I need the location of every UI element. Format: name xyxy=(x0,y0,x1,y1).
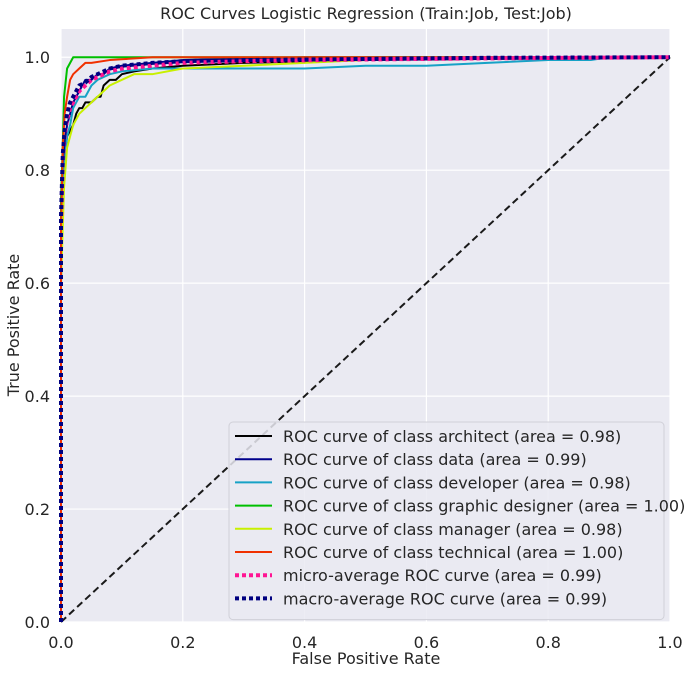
legend-label: ROC curve of class developer (area = 0.9… xyxy=(283,473,631,492)
x-tick-label: 0.6 xyxy=(414,633,439,652)
legend: ROC curve of class architect (area = 0.9… xyxy=(228,421,685,621)
series-line-4 xyxy=(60,56,670,622)
series-line-5 xyxy=(60,56,670,622)
legend-label: ROC curve of class graphic designer (are… xyxy=(283,497,685,516)
series-lines xyxy=(59,55,671,623)
y-tick-label: 0.2 xyxy=(25,500,50,519)
chart-title: ROC Curves Logistic Regression (Train:Jo… xyxy=(160,4,572,23)
y-axis-label: True Positive Rate xyxy=(4,254,23,398)
series-line-1 xyxy=(60,56,670,622)
chance-line xyxy=(60,56,671,623)
legend-label: macro-average ROC curve (area = 0.99) xyxy=(283,589,607,608)
y-tick-label: 0.8 xyxy=(25,161,50,180)
y-tick-label: 0.4 xyxy=(25,387,50,406)
x-tick-label: 0.8 xyxy=(535,633,560,652)
series-line-7 xyxy=(59,55,671,622)
x-axis-label: False Positive Rate xyxy=(292,649,441,668)
y-tick-labels: 0.0 0.2 0.4 0.6 0.8 1.0 xyxy=(25,48,50,632)
x-tick-label: 0.4 xyxy=(292,633,317,652)
x-tick-label: 1.0 xyxy=(657,633,682,652)
legend-label: ROC curve of class data (area = 0.99) xyxy=(283,450,587,469)
legend-box xyxy=(228,421,665,621)
y-tick-label: 0.0 xyxy=(25,613,50,632)
x-tick-labels: 0.0 0.2 0.4 0.6 0.8 1.0 xyxy=(48,633,682,652)
x-tick-label: 0.0 xyxy=(48,633,73,652)
x-tick-label: 0.2 xyxy=(170,633,195,652)
legend-label: ROC curve of class manager (area = 0.98) xyxy=(283,520,623,539)
legend-label: micro-average ROC curve (area = 0.99) xyxy=(283,566,602,585)
grid xyxy=(60,29,671,623)
y-tick-label: 0.6 xyxy=(25,274,50,293)
legend-label: ROC curve of class architect (area = 0.9… xyxy=(283,427,621,446)
series-line-2 xyxy=(60,56,670,622)
y-tick-label: 1.0 xyxy=(25,48,50,67)
legend-label: ROC curve of class technical (area = 1.0… xyxy=(283,543,623,562)
